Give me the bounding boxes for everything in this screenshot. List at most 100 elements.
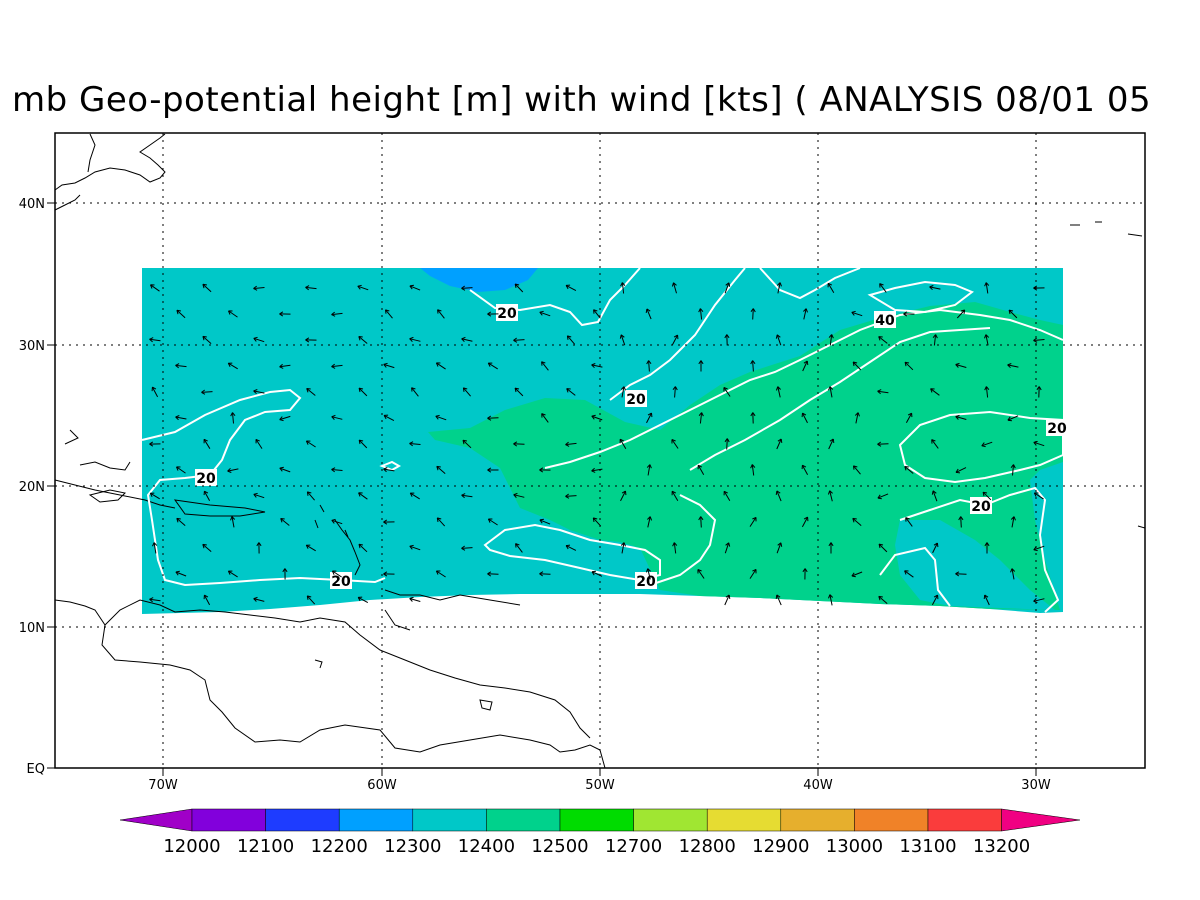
wind-arrow [879,283,887,293]
wind-arrow [828,542,834,554]
wind-arrow [461,336,473,342]
wind-arrow [851,571,863,578]
wind-arrow [383,571,395,577]
contour-label: 20 [626,392,646,408]
wind-arrow [437,309,445,319]
wind-arrow [253,336,265,343]
contour-label: 20 [331,574,351,590]
wind-arrow [619,334,626,346]
wind-arrow [305,544,316,552]
wind-arrow [383,362,395,369]
wind-arrow [409,544,421,551]
wind-arrow [227,570,238,578]
wind-arrow [253,596,265,602]
contour-label-box [874,311,896,328]
wind-arrow [984,542,990,554]
wind-arrow [409,596,421,602]
wind-arrow [539,467,551,473]
wind-arrow [565,493,577,499]
wind-arrow [487,571,499,577]
wind-arrow [541,361,549,371]
lat-label-20n: 20N [19,480,45,495]
wind-arrow [175,363,187,369]
colorbar-label: 13100 [899,836,956,857]
colorbar-label: 12500 [531,836,588,857]
wind-arrow [1010,464,1016,476]
wind-arrow [828,334,834,346]
colorbar-arrow-right [1001,808,1081,832]
colorbar-swatch [706,808,782,832]
wind-arrow [982,491,992,501]
wind-arrow [724,438,730,450]
wind-arrow [203,594,211,606]
wind-arrow [513,441,525,447]
colorbar-swatch [191,808,266,832]
wind-arrow [358,543,368,553]
wind-arrow [724,282,731,294]
wind-arrow [591,414,603,421]
wind-arrow [903,311,915,317]
wind-arrow [331,570,342,578]
wind-arrow [150,284,160,292]
wind-arrow [955,467,967,474]
wind-arrow [176,309,186,319]
wind-arrow [566,335,575,345]
wind-arrow [409,441,421,447]
contour-label-box [625,390,647,407]
wind-arrow [956,309,966,319]
wind-arrow [1033,285,1045,291]
wind-arrow [671,282,677,294]
wind-arrow [724,542,731,554]
wind-arrow [620,386,626,398]
wind-arrow [487,311,499,317]
wind-arrow [203,438,211,449]
wind-arrow [435,362,446,370]
contour-label-box [496,304,518,321]
wind-arrow [671,334,679,346]
wind-arrow [357,284,369,291]
wind-arrow [253,389,265,395]
wind-arrow [750,360,756,372]
wind-arrow [955,414,967,420]
wind-arrow [1033,337,1045,343]
wind-arrow [1007,363,1019,369]
wind-arrow [305,285,317,291]
wind-arrow [932,542,939,554]
wind-arrow [775,594,782,606]
wind-arrow [645,568,651,580]
wind-arrow [539,310,551,317]
wind-arrow [803,308,808,320]
wind-arrow [565,544,577,551]
wind-arrow [149,492,160,500]
wind-arrow [230,412,236,424]
wind-arrow [409,284,421,291]
wind-arrow [851,310,863,317]
wind-arrow [513,492,525,498]
wind-arrow [566,388,576,396]
wind-arrow [646,464,652,476]
wind-arrow [331,518,343,525]
wind-arrow [905,517,913,527]
wind-arrow [202,335,212,344]
wind-arrow [513,337,525,343]
contour-label-box [1046,419,1068,436]
wind-arrow [904,361,914,371]
wind-arrow [828,594,834,606]
wind-arrow [228,310,238,318]
wind-arrow [331,311,343,317]
contour-label-box [195,469,217,486]
wind-arrow [358,387,368,397]
wind-arrow [461,285,473,291]
wind-arrow [750,412,756,424]
wind-arrow [931,439,939,449]
wind-arrow [435,570,446,578]
wind-arrow [358,492,368,500]
wind-arrow [749,516,757,527]
wind-arrow [698,360,704,372]
wind-arrow [383,467,395,473]
wind-arrow [409,336,421,342]
contour-labels: 20 20 20 20 20 20 20 40 [195,304,1068,590]
wind-arrow [932,334,938,346]
contour-label: 20 [497,306,517,322]
